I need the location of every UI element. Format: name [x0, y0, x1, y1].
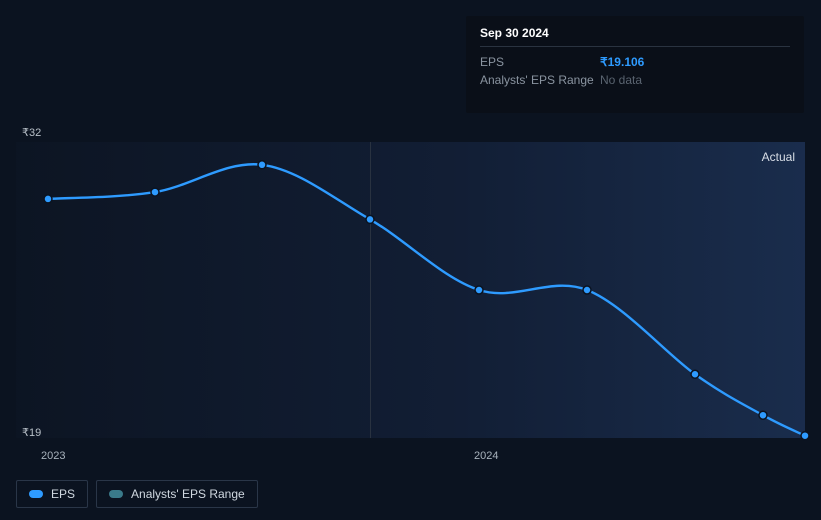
eps-line — [48, 164, 805, 435]
tooltip-date: Sep 30 2024 — [480, 26, 790, 47]
legend-swatch-range — [109, 490, 123, 498]
tooltip-label-range: Analysts' EPS Range — [480, 73, 600, 87]
legend-item-eps[interactable]: EPS — [16, 480, 88, 508]
eps-marker[interactable] — [691, 370, 699, 378]
eps-marker[interactable] — [583, 286, 591, 294]
eps-marker[interactable] — [801, 432, 809, 440]
eps-marker[interactable] — [366, 215, 374, 223]
legend: EPS Analysts' EPS Range — [16, 480, 258, 508]
eps-marker[interactable] — [475, 286, 483, 294]
tooltip-label-eps: EPS — [480, 55, 600, 69]
eps-chart-root: Sep 30 2024 EPS ₹19.106 Analysts' EPS Ra… — [0, 0, 821, 520]
y-tick-top: ₹32 — [22, 126, 41, 139]
plot-area[interactable]: Actual — [16, 142, 805, 438]
x-tick-2024: 2024 — [474, 450, 498, 462]
legend-label-eps: EPS — [51, 487, 75, 501]
tooltip-card: Sep 30 2024 EPS ₹19.106 Analysts' EPS Ra… — [466, 16, 804, 113]
legend-label-range: Analysts' EPS Range — [131, 487, 245, 501]
y-tick-bottom: ₹19 — [22, 426, 41, 439]
eps-marker[interactable] — [759, 411, 767, 419]
legend-swatch-eps — [29, 490, 43, 498]
eps-marker[interactable] — [151, 188, 159, 196]
tooltip-row-eps: EPS ₹19.106 — [480, 53, 790, 71]
eps-marker[interactable] — [258, 161, 266, 169]
x-tick-2023: 2023 — [41, 450, 65, 462]
line-layer — [16, 142, 805, 438]
tooltip-row-range: Analysts' EPS Range No data — [480, 71, 790, 89]
eps-marker[interactable] — [44, 195, 52, 203]
tooltip-value-range: No data — [600, 73, 642, 87]
legend-item-range[interactable]: Analysts' EPS Range — [96, 480, 258, 508]
tooltip-value-eps: ₹19.106 — [600, 55, 644, 69]
